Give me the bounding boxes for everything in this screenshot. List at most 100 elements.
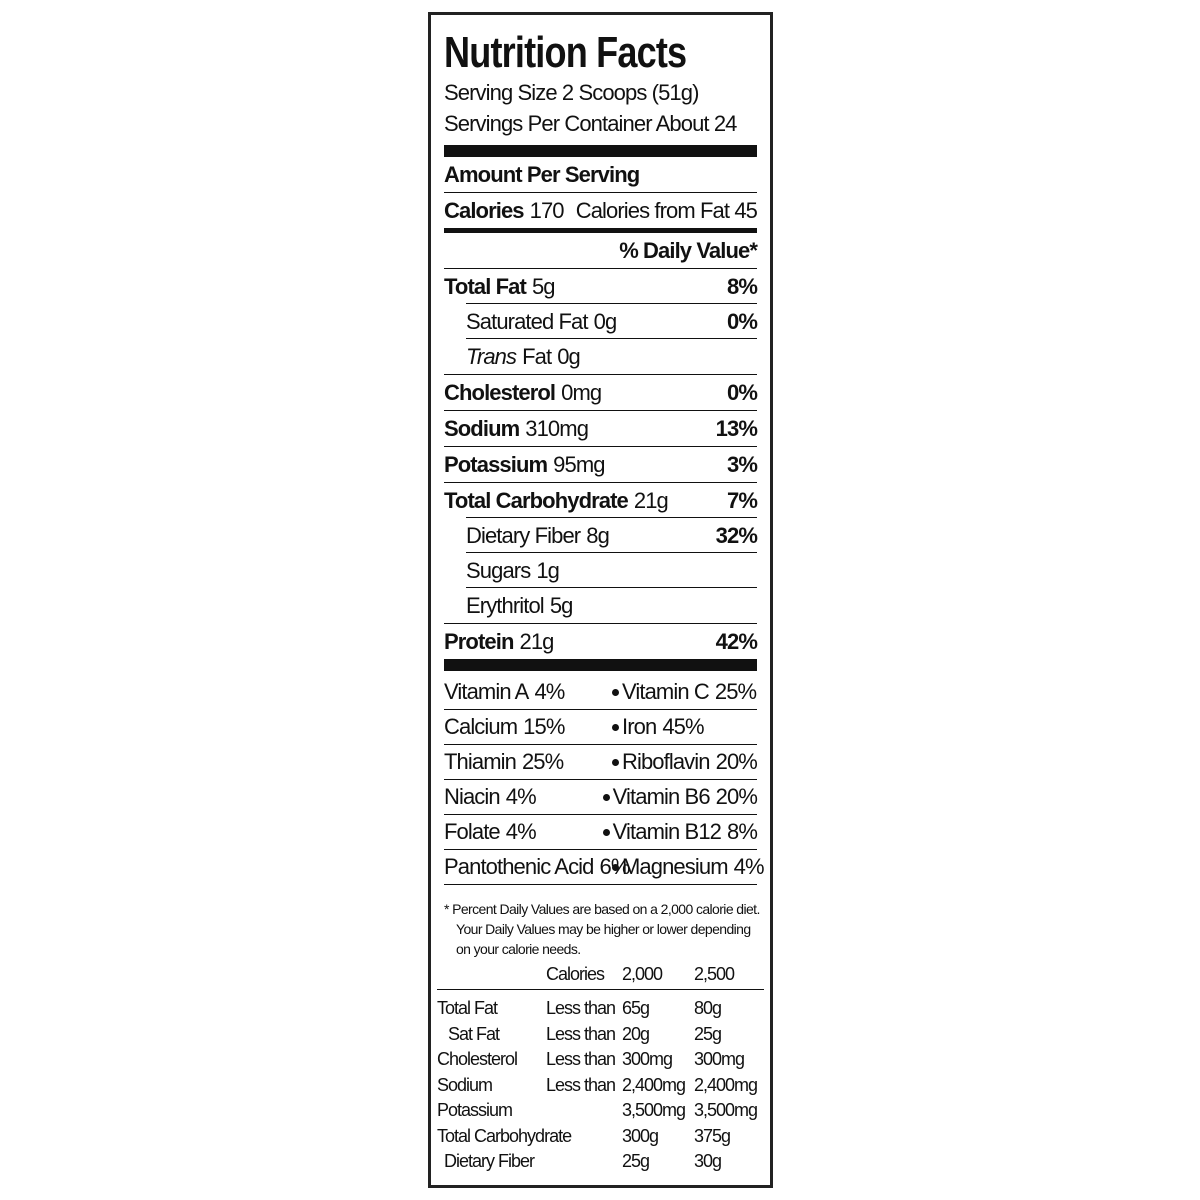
vitamin-cell: Vitamin B6 20% <box>602 784 758 810</box>
vitamins: Vitamin A 4% Vitamin C 25% Calcium 15% Iron 45%… <box>444 675 765 885</box>
vitamin-name: Vitamin A <box>444 679 529 704</box>
nutrient-row: Erythritol 5g <box>444 587 757 623</box>
nutrient-dv: 7% <box>727 487 758 513</box>
amount-row: Amount Per Serving <box>444 157 757 192</box>
nutrient-amount: 0mg <box>561 379 602 405</box>
nutrient-dv: 13% <box>715 415 758 441</box>
table-cell: Cholesterol <box>437 1049 518 1070</box>
vitamin-dv: 15% <box>523 714 565 739</box>
vitamin-cell: Iron 45% <box>612 714 705 740</box>
vitamin-name: Riboflavin <box>622 749 711 774</box>
table-cell: 3,500mg <box>622 1100 686 1121</box>
nutrient-row: Sodium 310mg 13% <box>444 410 758 446</box>
nutrient-name: Dietary Fiber <box>466 522 581 548</box>
nutrient-amount: 0g <box>593 308 618 334</box>
vitamin-name: Folate <box>444 819 501 844</box>
nutrient-amount: 21g <box>633 487 669 513</box>
vitamin-row: Niacin 4% Vitamin B6 20% <box>444 779 758 814</box>
nutrient-name: Total Carbohydrate <box>444 487 629 513</box>
nutrient-dv: 32% <box>715 522 758 548</box>
nutrient-dv: 42% <box>715 628 758 654</box>
table-cell: 2,400mg <box>622 1074 686 1095</box>
table-row: Total Carbohydrate 300g 375g <box>437 1124 764 1150</box>
servings-per-container: Servings Per Container About 24 <box>444 111 737 136</box>
amount-per-serving: Amount Per Serving <box>444 161 640 187</box>
nutrient-row: Cholesterol 0mg 0% <box>444 374 758 410</box>
nutrient-name: Sugars <box>466 557 531 583</box>
rule <box>466 517 757 518</box>
vitamin-name: Calcium <box>444 714 518 739</box>
nutrient-row: Sugars 1g <box>444 552 757 588</box>
table-cell: 65g <box>622 998 650 1019</box>
table-row: Total Fat Less than 65g 80g <box>437 996 764 1022</box>
table-header-cell: Calories <box>546 963 605 984</box>
nutrient-row: Saturated Fat 0g 0% <box>444 303 758 339</box>
nutrient-row: Total Fat 5g 8% <box>444 268 758 304</box>
table-cell: 80g <box>694 998 722 1019</box>
footnote-line: Your Daily Values may be higher or lower… <box>456 921 751 937</box>
table-cell: Less than <box>546 1049 616 1070</box>
vitamin-dv: 20% <box>715 749 758 774</box>
rule <box>466 587 757 588</box>
nutrient-name: Sodium <box>444 415 520 441</box>
bullet <box>612 863 619 871</box>
nutrient-row: Potassium 95mg 3% <box>444 446 758 482</box>
thick-rule <box>444 145 757 157</box>
nutrient-amount: 5g <box>549 592 574 618</box>
nutrient-name-italic: Trans <box>466 343 517 369</box>
nutrient-name: Potassium <box>444 451 548 477</box>
table-row: Sat Fat Less than 20g 25g <box>437 1022 764 1048</box>
table-cell: 3,500mg <box>694 1100 758 1121</box>
nutrient-amount: 95mg <box>553 451 605 477</box>
rule <box>466 303 757 304</box>
nutrient-amount: 5g <box>531 273 556 299</box>
table-cell: 30g <box>694 1151 722 1172</box>
bullet <box>602 828 610 836</box>
vitamin-dv: 4% <box>505 784 537 809</box>
vitamin-cell: Thiamin 25% <box>444 749 612 775</box>
table-row: Cholesterol Less than 300mg 300mg <box>437 1047 764 1073</box>
table-row: Dietary Fiber 25g 30g <box>437 1149 764 1175</box>
vitamin-dv: 25% <box>521 749 564 774</box>
nutrient-name: Erythritol <box>466 592 545 618</box>
vitamin-row: Folate 4% Vitamin B12 8% <box>444 814 758 849</box>
table-cell: Less than <box>546 1023 616 1044</box>
vitamin-cell: Vitamin B12 8% <box>602 819 758 845</box>
vitamin-cell: Folate 4% <box>444 819 603 845</box>
table-cell: Potassium <box>437 1100 513 1121</box>
table-header: Calories 2,000 2,500 <box>437 959 764 990</box>
table-cell: 375g <box>694 1125 731 1146</box>
vitamin-cell: Niacin 4% <box>444 784 603 810</box>
daily-value-header: % Daily Value* <box>619 237 758 263</box>
nutrient-dv: 8% <box>727 273 758 299</box>
vitamin-name: Pantothenic Acid <box>444 854 594 879</box>
calories-value: 170 <box>529 197 565 223</box>
serving-size: Serving Size 2 Scoops (51g) <box>444 80 699 105</box>
table-cell: 300mg <box>694 1049 745 1070</box>
nutrient-row: Trans Fat 0g <box>444 338 757 374</box>
calories-label: Calories <box>444 197 525 223</box>
nutrient-amount: 0g <box>557 343 581 369</box>
vitamin-name: Vitamin C <box>622 679 710 704</box>
table-cell: 25g <box>694 1023 722 1044</box>
vitamin-row: Thiamin 25% Riboflavin 20% <box>444 744 758 779</box>
medium-rule <box>444 228 757 233</box>
vitamin-row: Vitamin A 4% Vitamin C 25% <box>444 675 757 709</box>
vitamin-name: Vitamin B6 <box>612 784 711 809</box>
nutrient-name: Protein <box>444 628 514 654</box>
table-cell: Total Fat <box>437 998 498 1019</box>
nutrient-amount: 21g <box>519 628 555 654</box>
vitamin-cell: Pantothenic Acid6% <box>444 854 630 880</box>
nutrient-amount: 8g <box>586 522 610 548</box>
table-cell: Dietary Fiber <box>444 1151 535 1172</box>
footnote-line: on your calorie needs. <box>456 941 581 957</box>
table-cell: 20g <box>622 1023 650 1044</box>
nutrient-row: Protein 21g 42% <box>444 623 758 659</box>
nutrient-name: Fat <box>522 343 552 369</box>
footnote: * Percent Daily Values are based on a 2,… <box>444 899 760 959</box>
nutrient-amount: 1g <box>536 557 560 583</box>
vitamin-dv: 45% <box>662 714 704 739</box>
nutrient-name: Cholesterol <box>444 379 556 405</box>
vitamin-name: Thiamin <box>444 749 517 774</box>
